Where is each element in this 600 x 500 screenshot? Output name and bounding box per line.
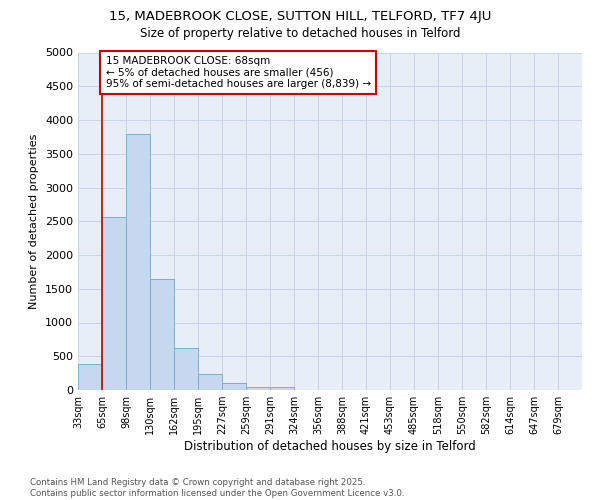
X-axis label: Distribution of detached houses by size in Telford: Distribution of detached houses by size … [184, 440, 476, 453]
Bar [78, 364, 102, 390]
Bar [126, 134, 150, 390]
Text: 15, MADEBROOK CLOSE, SUTTON HILL, TELFORD, TF7 4JU: 15, MADEBROOK CLOSE, SUTTON HILL, TELFOR… [109, 10, 491, 23]
Bar [102, 216, 126, 390]
Bar [246, 387, 270, 390]
Text: Contains HM Land Registry data © Crown copyright and database right 2025.
Contai: Contains HM Land Registry data © Crown c… [30, 478, 404, 498]
Bar [222, 383, 246, 390]
Text: Size of property relative to detached houses in Telford: Size of property relative to detached ho… [140, 28, 460, 40]
Y-axis label: Number of detached properties: Number of detached properties [29, 134, 40, 309]
Bar [270, 387, 294, 390]
Bar [150, 278, 174, 390]
Text: 15 MADEBROOK CLOSE: 68sqm
← 5% of detached houses are smaller (456)
95% of semi-: 15 MADEBROOK CLOSE: 68sqm ← 5% of detach… [106, 56, 371, 89]
Bar [174, 348, 198, 390]
Bar [198, 374, 222, 390]
